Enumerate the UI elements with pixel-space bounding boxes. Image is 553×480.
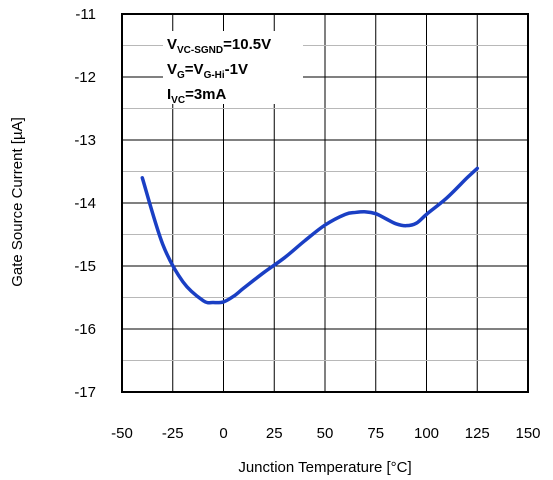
x-tick-label: 50 (317, 425, 334, 442)
annotation-box: VVC-SGND=10.5V VG=VG-Hi-1V IVC=3mA (163, 31, 303, 106)
x-tick-label: 25 (266, 425, 283, 442)
x-tick-label: -25 (162, 425, 184, 442)
series-line (140, 166, 479, 305)
annotation-vg: VG=VG-Hi-1V (167, 61, 248, 81)
x-tick-label: 125 (465, 425, 490, 442)
y-tick-label: -17 (74, 384, 96, 401)
annotation-ivc: IVC=3mA (167, 86, 227, 106)
y-tick-label: -12 (74, 69, 96, 86)
annotation-background (163, 31, 303, 104)
x-axis-label: Junction Temperature [°C] (238, 459, 411, 476)
y-tick-labels: -11 -12 -13 -14 -15 -16 -17 (74, 6, 96, 401)
x-tick-label: 0 (219, 425, 227, 442)
y-tick-label: -11 (75, 6, 96, 23)
y-axis-label: Gate Source Current [µA] (9, 117, 26, 287)
x-tick-label: 150 (515, 425, 540, 442)
x-tick-label: -50 (111, 425, 133, 442)
y-tick-label: -13 (74, 132, 96, 149)
annotation-vvc: VVC-SGND=10.5V (167, 36, 271, 56)
x-tick-label: 100 (414, 425, 439, 442)
y-tick-label: -14 (74, 195, 96, 212)
x-tick-labels: -50 -25 0 25 50 75 100 125 150 (111, 425, 540, 442)
plot-frame (121, 13, 529, 393)
x-tick-label: 75 (367, 425, 384, 442)
y-tick-label: -15 (74, 258, 96, 275)
series-layer (140, 166, 479, 305)
y-tick-label: -16 (74, 321, 96, 338)
